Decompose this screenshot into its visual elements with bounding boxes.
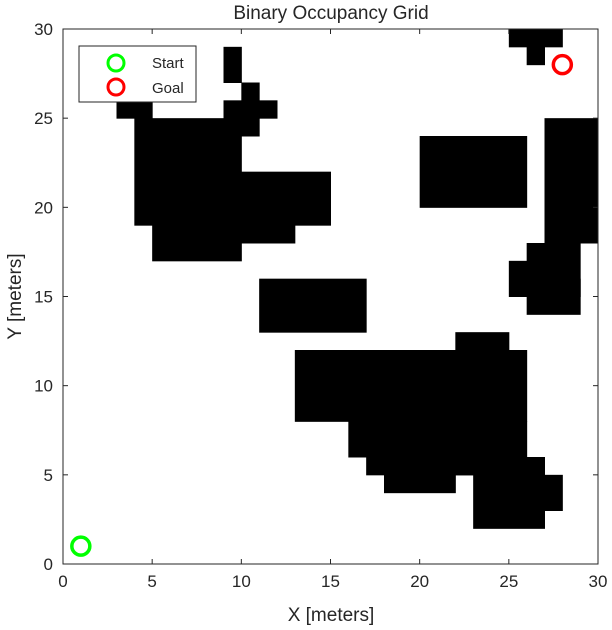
x-tick-label: 20: [410, 572, 429, 591]
x-tick-label: 25: [499, 572, 518, 591]
occupied-cell-block: [437, 457, 510, 476]
plot-area: 0 5 10 15 20 25 30 0 5 10 15 20 25 30: [34, 20, 607, 591]
legend-goal-marker: [106, 77, 126, 97]
occupied-cell-block: [508, 260, 528, 297]
y-tick-label: 20: [34, 198, 53, 217]
x-tick-label: 5: [147, 572, 156, 591]
path-markers: [70, 53, 574, 557]
occupied-cell-block: [259, 278, 367, 333]
occupied-cell-block: [294, 350, 528, 422]
occupied-cell-block: [241, 118, 260, 137]
legend: Start Goal: [78, 45, 197, 103]
occupied-cell-block: [152, 225, 242, 262]
occupied-cell-block: [384, 474, 456, 494]
legend-start-marker: [106, 53, 126, 73]
occupied-cell-block: [491, 350, 510, 369]
x-axis-label: X [meters]: [288, 605, 375, 626]
occupied-cells: [116, 29, 599, 529]
occupied-cell-block: [544, 118, 599, 244]
occupied-cell-block: [241, 225, 296, 244]
occupied-cell-block: [134, 118, 242, 226]
y-tick-label: 5: [44, 466, 53, 485]
x-tick-label: 0: [58, 572, 67, 591]
occupied-cell-block: [562, 278, 581, 297]
start-marker: [70, 535, 92, 557]
occupied-cell-block: [544, 474, 563, 511]
occupied-cell-block: [223, 46, 242, 83]
occupied-cell-block: [241, 171, 331, 226]
occupied-cell-block: [526, 46, 545, 66]
chart-title: Binary Occupancy Grid: [233, 3, 428, 24]
y-tick-label: 25: [34, 109, 53, 128]
x-tick-label: 30: [589, 572, 608, 591]
occupied-cell-block: [455, 332, 510, 351]
legend-box: [78, 45, 197, 103]
y-tick-label: 15: [34, 288, 53, 307]
axis-ticks: 0 5 10 15 20 25 30 0 5 10 15 20 25 30: [34, 20, 607, 591]
goal-marker: [551, 53, 574, 76]
occupied-cell-block: [419, 136, 528, 208]
x-tick-label: 15: [321, 572, 340, 591]
y-tick-label: 10: [34, 377, 53, 396]
y-axis-label: Y [meters]: [5, 253, 26, 339]
occupied-cell-block: [348, 421, 528, 458]
legend-goal-label: Goal: [152, 80, 184, 97]
y-tick-label: 0: [44, 555, 53, 574]
occupied-cell-block: [223, 100, 278, 119]
occupied-cell-block: [116, 100, 153, 119]
occupied-cell-block: [508, 29, 563, 48]
legend-start-label: Start: [152, 55, 185, 72]
x-tick-label: 10: [232, 572, 251, 591]
y-tick-label: 30: [34, 20, 53, 39]
